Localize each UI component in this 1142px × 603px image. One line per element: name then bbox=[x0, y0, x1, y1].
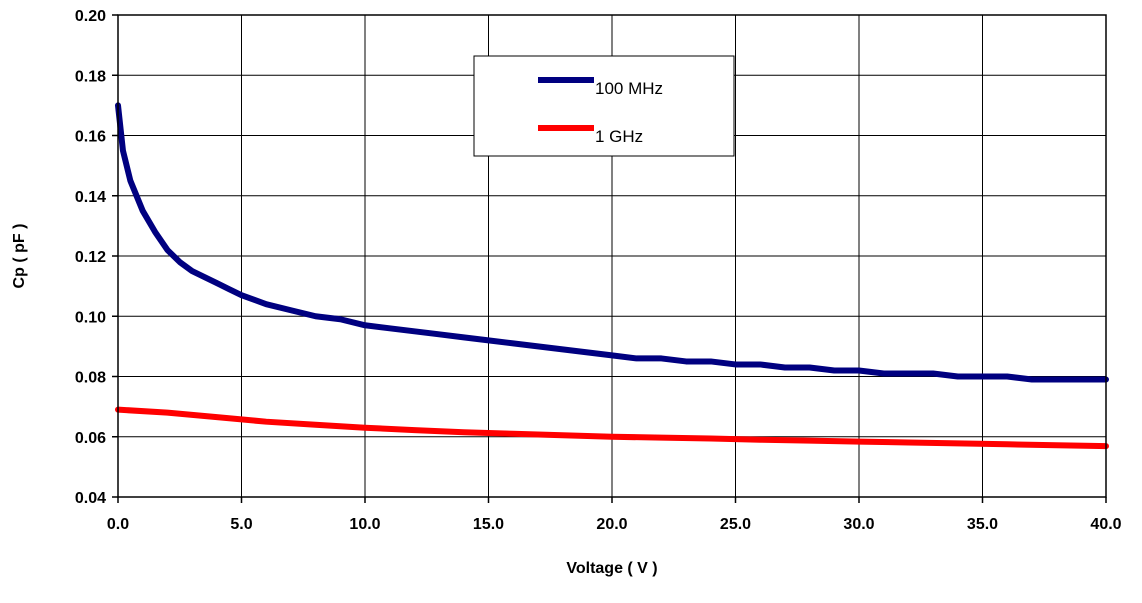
y-axis-ticks: 0.04 0.06 0.08 0.10 0.12 0.14 0.16 0.18 0.20 bbox=[75, 8, 118, 507]
y-axis-title: Cp ( pF ) bbox=[11, 224, 28, 289]
series-line-100mhz bbox=[115, 102, 1109, 383]
x-tick-label: 30.0 bbox=[843, 516, 874, 533]
series-line-1ghz bbox=[115, 406, 1109, 450]
x-tick-label: 5.0 bbox=[230, 516, 252, 533]
x-tick-label: 15.0 bbox=[473, 516, 504, 533]
y-tick-label: 0.20 bbox=[75, 8, 106, 25]
x-tick-label: 20.0 bbox=[596, 516, 627, 533]
x-tick-label: 25.0 bbox=[720, 516, 751, 533]
legend-box bbox=[473, 55, 735, 157]
x-tick-label: 40.0 bbox=[1090, 516, 1121, 533]
y-tick-label: 0.12 bbox=[75, 249, 106, 266]
y-tick-label: 0.08 bbox=[75, 370, 106, 387]
legend-label-1ghz: 1 GHz bbox=[595, 127, 643, 146]
x-tick-label: 0.0 bbox=[107, 516, 129, 533]
legend: 100 MHz 1 GHz bbox=[473, 55, 735, 157]
y-tick-label: 0.14 bbox=[75, 189, 106, 206]
x-axis-ticks: 0.0 5.0 10.0 15.0 20.0 25.0 30.0 35.0 40.0 bbox=[107, 497, 1122, 533]
x-tick-label: 35.0 bbox=[967, 516, 998, 533]
y-tick-label: 0.18 bbox=[75, 68, 106, 85]
x-tick-label: 10.0 bbox=[349, 516, 380, 533]
legend-label-100mhz: 100 MHz bbox=[595, 79, 663, 98]
y-tick-label: 0.06 bbox=[75, 430, 106, 447]
x-axis-title: Voltage ( V ) bbox=[566, 560, 657, 577]
y-tick-label: 0.10 bbox=[75, 309, 106, 326]
y-tick-label: 0.16 bbox=[75, 129, 106, 146]
y-tick-label: 0.04 bbox=[75, 490, 106, 507]
series-layer bbox=[115, 102, 1109, 450]
